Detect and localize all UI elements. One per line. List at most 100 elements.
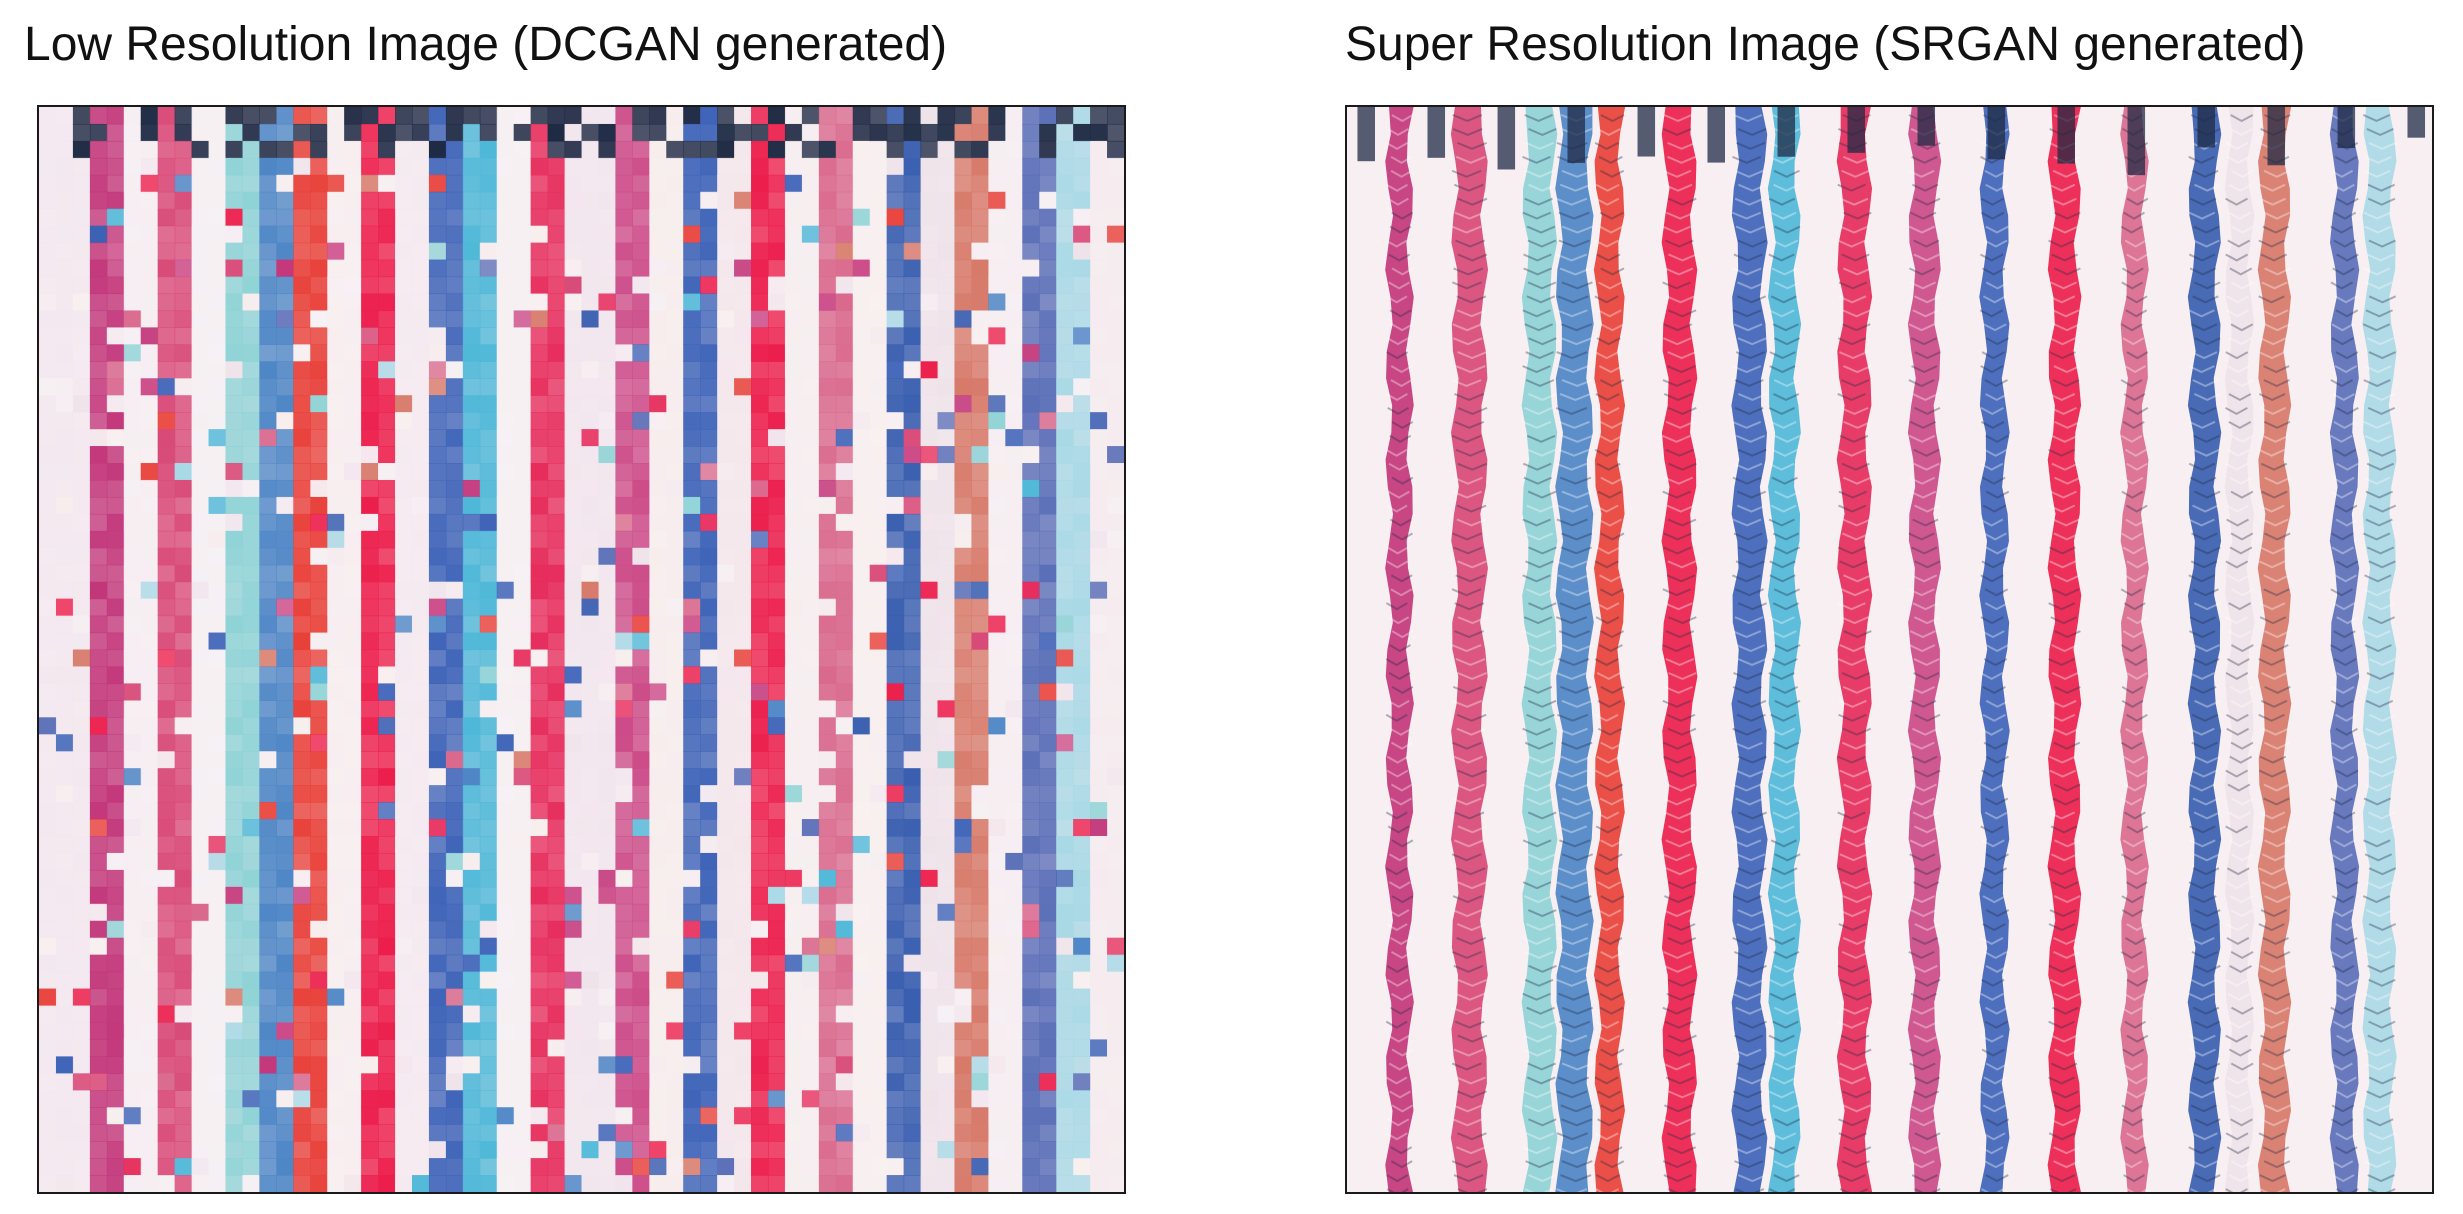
weave-texture [1457, 1188, 1488, 1192]
mosaic-cell [411, 971, 430, 990]
mosaic-cell [700, 734, 718, 752]
mosaic-cell [886, 683, 905, 701]
mosaic-cell [547, 937, 566, 956]
weave-texture [1768, 309, 1795, 318]
mosaic-cell [140, 174, 159, 193]
mosaic-cell [835, 988, 854, 1007]
mosaic-cell [1039, 1141, 1057, 1159]
mosaic-cell [1090, 1090, 1108, 1108]
mosaic-cell [174, 1022, 193, 1041]
mosaic-cell [242, 123, 260, 142]
mosaic-cell [411, 666, 430, 685]
mosaic-cell [886, 785, 905, 803]
mosaic-cell [801, 327, 820, 345]
mosaic-cell [835, 1124, 854, 1142]
mosaic-cell [39, 632, 57, 651]
weave-texture [1457, 406, 1488, 415]
mosaic-cell [666, 547, 684, 566]
mosaic-cell [818, 174, 837, 193]
mosaic-cell [835, 615, 854, 634]
mosaic-cell [479, 344, 498, 362]
mosaic-cell [395, 683, 413, 701]
mosaic-cell [683, 496, 701, 515]
mosaic-cell [886, 751, 905, 769]
mosaic-cell [903, 988, 922, 1007]
mosaic-cell [39, 615, 57, 634]
mosaic-cell [259, 700, 277, 718]
mosaic-cell [1073, 123, 1091, 142]
weave-texture [1985, 853, 2009, 862]
mosaic-cell [157, 310, 176, 328]
mosaic-cell [903, 344, 922, 362]
mosaic-cell [496, 378, 515, 396]
mosaic-cell [140, 1022, 159, 1041]
weave-texture [1451, 1006, 1482, 1015]
mosaic-cell [920, 1005, 939, 1024]
mosaic-cell [361, 886, 379, 905]
mosaic-cell [547, 666, 566, 685]
weave-texture [1599, 225, 1624, 234]
mosaic-cell [801, 1124, 820, 1142]
weave-texture [1910, 992, 1937, 1001]
mosaic-cell [801, 615, 820, 634]
weave-texture [1985, 393, 2009, 402]
mosaic-cell [276, 547, 294, 566]
mosaic-cell [598, 496, 617, 515]
mosaic-cell [327, 157, 345, 176]
mosaic-cell [496, 123, 515, 142]
mosaic-cell [835, 276, 854, 295]
mosaic-cell [954, 785, 973, 803]
mosaic-cell [988, 1022, 1006, 1041]
mosaic-cell [717, 835, 735, 854]
mosaic-cell [157, 1175, 176, 1192]
mosaic-cell [1073, 1073, 1091, 1091]
weave-texture [1984, 797, 2009, 806]
mosaic-cell [920, 1107, 939, 1125]
mosaic-cell [784, 852, 803, 871]
mosaic-cell [632, 242, 650, 261]
mosaic-cell [39, 293, 57, 312]
weave-texture [1841, 1090, 1871, 1099]
weave-texture [1455, 658, 1486, 667]
mosaic-cell [1056, 751, 1074, 769]
mosaic-cell [632, 293, 650, 312]
mosaic-cell [717, 530, 735, 549]
mosaic-cell [1039, 1005, 1057, 1024]
weave-texture [1837, 1076, 1867, 1085]
mosaic-cell [344, 1022, 362, 1041]
mosaic-cell [1090, 632, 1108, 651]
mosaic-cell [767, 174, 786, 193]
mosaic-cell [615, 1022, 633, 1041]
mosaic-cell [1005, 852, 1023, 871]
mosaic-cell [717, 208, 735, 227]
weave-texture [1837, 546, 1867, 555]
mosaic-cell [259, 1073, 277, 1091]
mosaic-cell [818, 615, 837, 634]
mosaic-cell [55, 242, 74, 261]
mosaic-cell [259, 734, 277, 752]
weave-texture [1908, 532, 1935, 541]
mosaic-cell [767, 513, 786, 532]
mosaic-cell [55, 157, 74, 176]
weave-texture [1737, 658, 1767, 667]
weave-texture [1556, 937, 1589, 945]
weave-texture [1909, 420, 1937, 429]
mosaic-cell [123, 717, 142, 735]
weave-texture [1522, 1048, 1552, 1057]
mosaic-cell [327, 1073, 345, 1091]
mosaic-cell [327, 1056, 345, 1074]
mosaic-cell [954, 802, 973, 820]
mosaic-cell [225, 903, 244, 922]
mosaic-cell [157, 1124, 176, 1142]
mosaic-cell [530, 581, 549, 600]
mosaic-cell [615, 191, 633, 210]
mosaic-cell [1022, 395, 1040, 413]
mosaic-cell [937, 123, 956, 142]
mosaic-cell [988, 852, 1006, 871]
weave-texture [1837, 337, 1867, 346]
mosaic-cell [598, 361, 617, 379]
weave-texture [1667, 309, 1697, 318]
weave-texture [1664, 476, 1694, 485]
mosaic-cell [411, 785, 430, 803]
mosaic-cell [818, 242, 837, 261]
